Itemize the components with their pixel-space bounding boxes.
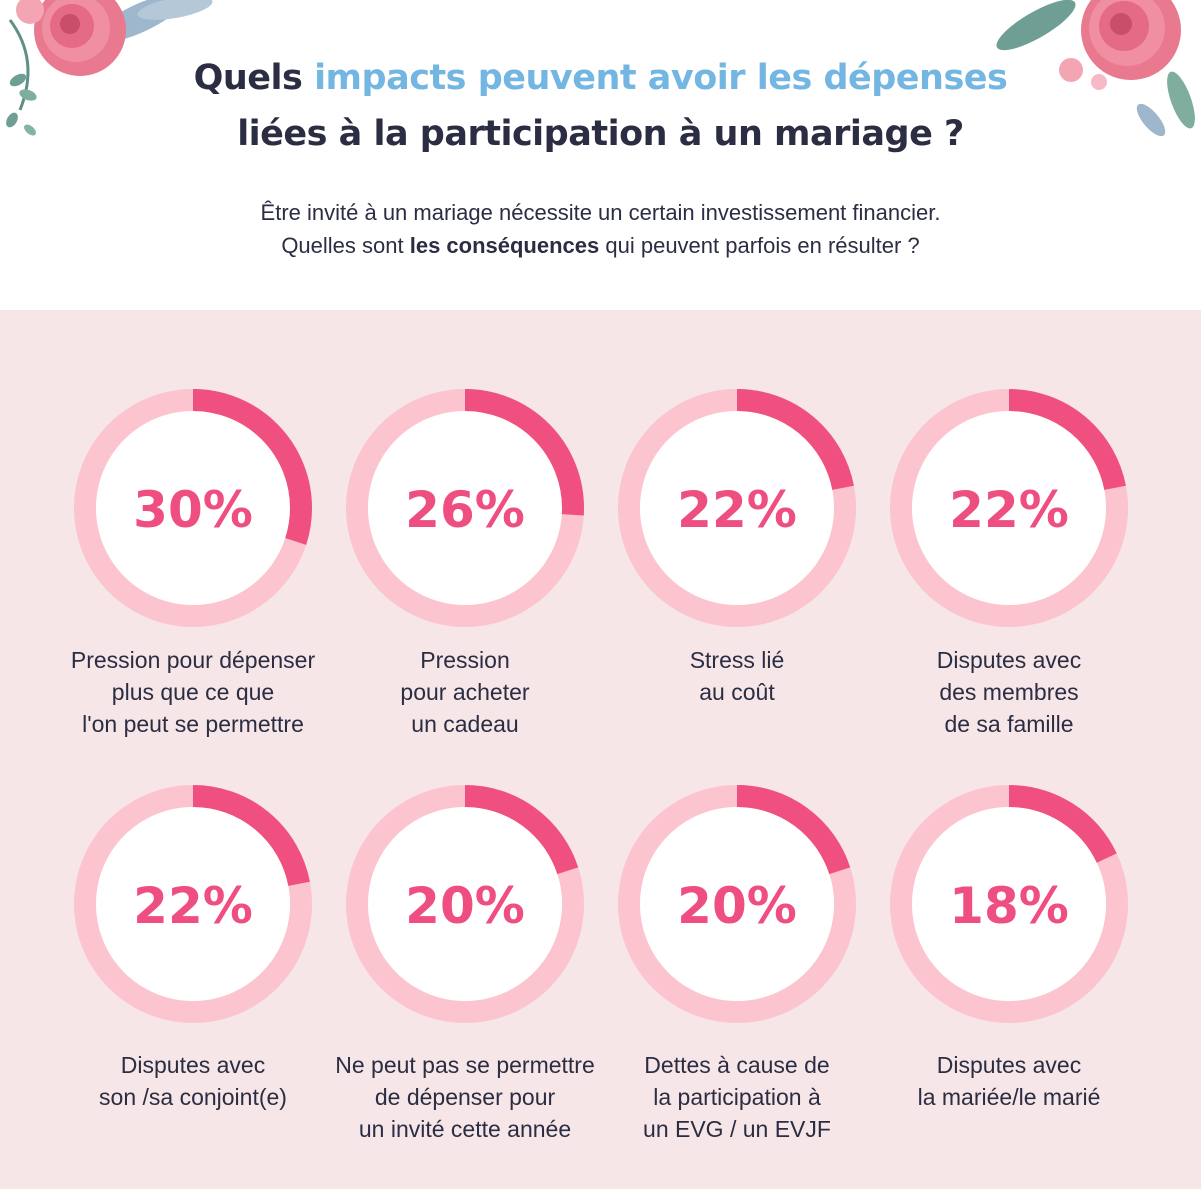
caption-line: Pression: [420, 647, 510, 673]
caption-line: la participation à: [653, 1084, 821, 1110]
header: Quels impacts peuvent avoir les dépenses…: [0, 0, 1201, 310]
caption-line: un invité cette année: [358, 1116, 572, 1142]
caption-line: au coût: [699, 679, 775, 705]
donut-caption-3: Stress lié au coût: [587, 644, 887, 708]
caption-line: Disputes avec: [936, 647, 1082, 673]
caption-line: Ne peut pas se permettre: [335, 1052, 595, 1078]
page-title-line1: Quels impacts peuvent avoir les dépenses: [0, 58, 1201, 98]
donut-caption-8: Disputes avec la mariée/le marié: [859, 1049, 1159, 1113]
donut-caption-5: Disputes avec son /sa conjoint(e): [43, 1049, 343, 1113]
rose-decoration-right-icon: [996, 0, 1195, 137]
caption-line: Dettes à cause de: [644, 1052, 830, 1078]
donut-caption-6: Ne peut pas se permettre de dépenser pour…: [315, 1049, 615, 1145]
intro-line2: Quelles sont les conséquences qui peuven…: [0, 233, 1201, 259]
caption-line: l'on peut se permettre: [82, 711, 304, 737]
donut-caption-2: Pression pour acheter un cadeau: [315, 644, 615, 740]
donut-caption-7: Dettes à cause de la participation à un EV…: [587, 1049, 887, 1145]
caption-line: son /sa conjoint(e): [99, 1084, 287, 1110]
intro-bold: les conséquences: [409, 233, 600, 258]
caption-line: des membres: [939, 679, 1079, 705]
donut-caption-1: Pression pour dépenser plus que ce que l'o…: [43, 644, 343, 740]
caption-line: Disputes avec: [936, 1052, 1082, 1078]
caption-line: pour acheter: [400, 679, 530, 705]
title-part1: Quels: [193, 58, 315, 98]
donut-caption-4: Disputes avec des membres de sa famille: [859, 644, 1159, 740]
page-title-line2: liées à la participation à un mariage ?: [237, 114, 964, 154]
caption-line: Stress lié: [689, 647, 785, 673]
caption-line: de sa famille: [944, 711, 1074, 737]
title-highlight: impacts peuvent avoir les dépenses: [314, 58, 1008, 98]
intro-part2: qui peuvent parfois en résulter ?: [599, 233, 920, 258]
caption-line: de dépenser pour: [374, 1084, 556, 1110]
intro-line1: Être invité à un mariage nécessite un ce…: [260, 200, 941, 225]
caption-line: plus que ce que: [111, 679, 275, 705]
caption-line: la mariée/le marié: [917, 1084, 1101, 1110]
rose-decoration-left-icon: [6, 0, 213, 136]
intro-part1: Quelles sont: [281, 233, 410, 258]
caption-line: Disputes avec: [120, 1052, 266, 1078]
caption-line: Pression pour dépenser: [70, 647, 316, 673]
caption-line: un cadeau: [411, 711, 519, 737]
caption-line: un EVG / un EVJF: [643, 1116, 831, 1142]
